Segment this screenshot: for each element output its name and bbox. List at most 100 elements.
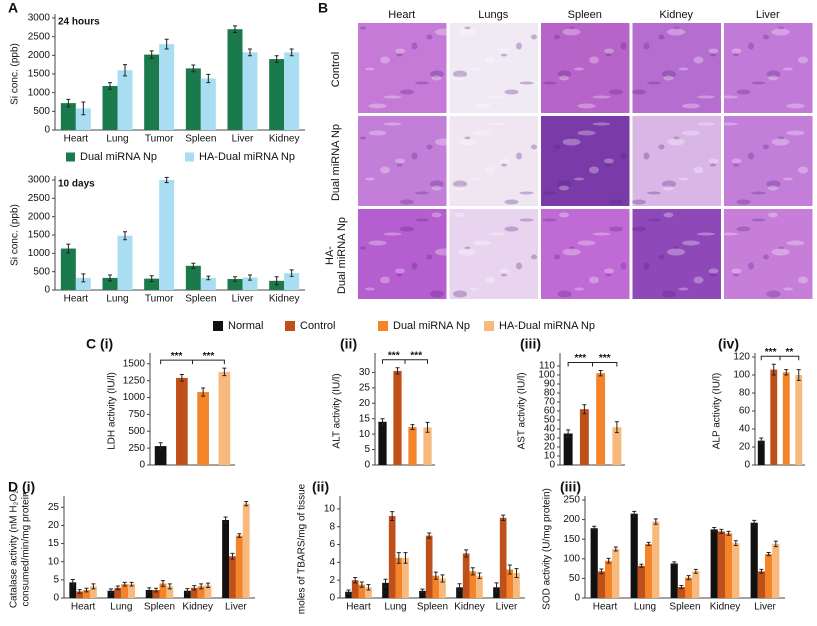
histology-image [724,23,813,113]
tissue-texture [501,53,507,57]
error-bar [639,563,644,568]
tissue-texture [557,180,572,188]
error-bar [366,584,371,591]
error-bar [433,571,438,580]
bar [717,531,725,598]
error-bar [646,541,651,546]
error-bar [91,583,96,590]
histology-image [724,209,813,299]
bar [128,584,136,598]
tissue-texture [667,248,685,256]
tissue-texture [710,163,716,167]
bar [159,180,175,290]
bar [83,590,90,598]
error-bar [380,418,385,426]
tissue-texture [673,136,680,140]
y-tick-label: 500 [128,426,145,437]
tissue-texture [473,103,491,109]
tissue-texture [383,122,402,126]
bar [652,521,660,598]
error-bar [108,274,112,282]
significance-label: *** [203,351,215,362]
bar [402,557,409,598]
tissue-texture [620,42,627,50]
y-tick-label: 1000 [123,392,146,403]
y-tick-label: 0 [574,593,580,604]
y-tick-label: 90 [544,379,556,390]
legend-swatch [185,152,194,162]
error-bar [84,587,89,593]
bar [677,587,685,598]
tissue-texture [396,53,403,57]
tissue-texture [771,138,790,146]
tissue-texture [484,276,495,284]
tissue-texture [368,240,387,246]
bar [200,277,216,290]
y-axis-label: AST activity (IU/l) [517,372,528,449]
error-bar [108,82,112,90]
bar [197,392,209,465]
bar [382,582,389,598]
bar [107,590,115,598]
error-bar [81,273,86,283]
column-label: Liver [756,9,780,21]
bar [235,535,243,598]
bar [630,513,638,598]
error-bar [122,581,127,587]
bar [284,52,300,131]
tissue-texture [697,232,715,236]
error-bar [440,574,445,583]
bar [144,54,160,130]
y-tick-label: 20 [739,442,751,453]
y-tick-label: 0 [329,593,335,604]
significance-label: *** [171,351,183,362]
bar [159,583,167,598]
y-axis-label: SOD activity (U/mg protein) [542,488,553,610]
histology-image [724,116,813,206]
tissue-texture [464,26,471,30]
tissue-texture [430,180,444,188]
tissue-texture [609,199,623,205]
error-bar [274,276,279,286]
bar [563,433,573,465]
histology-image [449,116,538,206]
bar [596,373,606,465]
tissue-texture [554,254,560,260]
tissue-texture [396,163,403,167]
bar [395,557,403,598]
tissue-texture [733,273,739,277]
error-bar [222,367,227,377]
tissue-texture [768,75,778,81]
error-bar [501,514,506,521]
bar [284,273,300,290]
tissue-texture [643,152,650,160]
error-bar [66,243,71,254]
bar [732,543,740,598]
y-tick-label: 40 [544,424,556,435]
bar [692,571,700,598]
y-tick-label: 50 [569,573,581,584]
error-bar [784,369,789,376]
bar [670,563,678,598]
tissue-texture [469,67,480,71]
y-tick-label: 15 [359,413,371,424]
error-bar [191,64,196,73]
tissue-texture [383,95,402,99]
legend-label: Control [300,320,335,332]
tissue-texture [798,56,808,64]
histology-image [632,209,721,299]
tissue-texture [454,75,465,81]
x-tick-label: Spleen [417,602,448,613]
error-bar [396,552,401,564]
tissue-texture [454,212,465,218]
panel-label: (ii) [312,479,329,495]
error-bar [403,552,408,564]
error-bar [693,568,698,574]
error-bar [149,275,154,283]
bar [590,528,598,598]
tissue-texture [667,28,685,36]
tissue-texture [484,56,495,64]
tissue-texture [395,268,405,274]
tissue-texture [662,180,676,188]
